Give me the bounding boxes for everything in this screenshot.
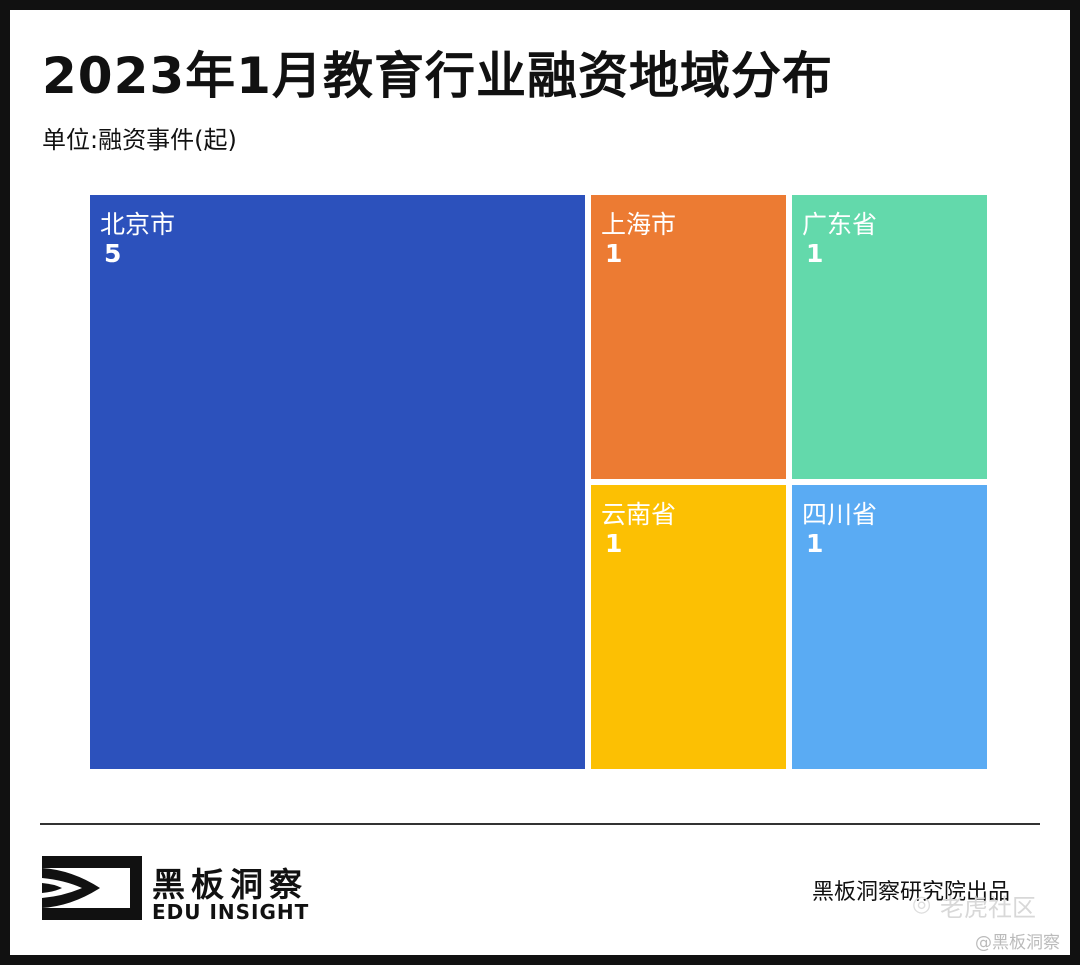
treemap-tile: 北京市 5 [90, 195, 585, 769]
watermark-text: 老虎社区 [940, 894, 1036, 922]
tile-value: 5 [104, 239, 122, 268]
tile-value: 1 [806, 529, 824, 558]
credit-text: 黑板洞察研究院出品 [812, 880, 1011, 905]
tile-label: 云南省 [601, 500, 677, 529]
edu-insight-logo-icon [42, 856, 142, 920]
chart-title: 2023年1月教育行业融资地域分布 [42, 47, 833, 105]
tile-value: 1 [605, 529, 623, 558]
tile-label: 四川省 [802, 500, 878, 529]
tile-value: 1 [605, 239, 623, 268]
tile-value: 1 [806, 239, 824, 268]
treemap-tile: 云南省 1 [591, 485, 786, 769]
treemap: 北京市 5 上海市 1 广东省 1 云南省 1 四川省 1 [90, 195, 987, 769]
footer-divider [40, 823, 1040, 825]
treemap-tile: 四川省 1 [792, 485, 987, 769]
watermark-handle: @黑板洞察 [975, 933, 1060, 953]
brand-name-cn: 黑板洞察 [152, 865, 308, 904]
treemap-tile: 广东省 1 [792, 195, 987, 479]
tile-label: 广东省 [802, 210, 878, 239]
unit-label: 单位:融资事件(起) [42, 126, 237, 154]
tile-label: 北京市 [100, 210, 176, 239]
chart-card: 2023年1月教育行业融资地域分布 单位:融资事件(起) 北京市 5 上海市 1 广东省… [10, 10, 1070, 955]
tile-label: 上海市 [601, 210, 677, 239]
watermark-logo-icon: ◎ [912, 892, 932, 917]
brand-name-en: EDU INSIGHT [152, 900, 310, 924]
treemap-tile: 上海市 1 [591, 195, 786, 479]
